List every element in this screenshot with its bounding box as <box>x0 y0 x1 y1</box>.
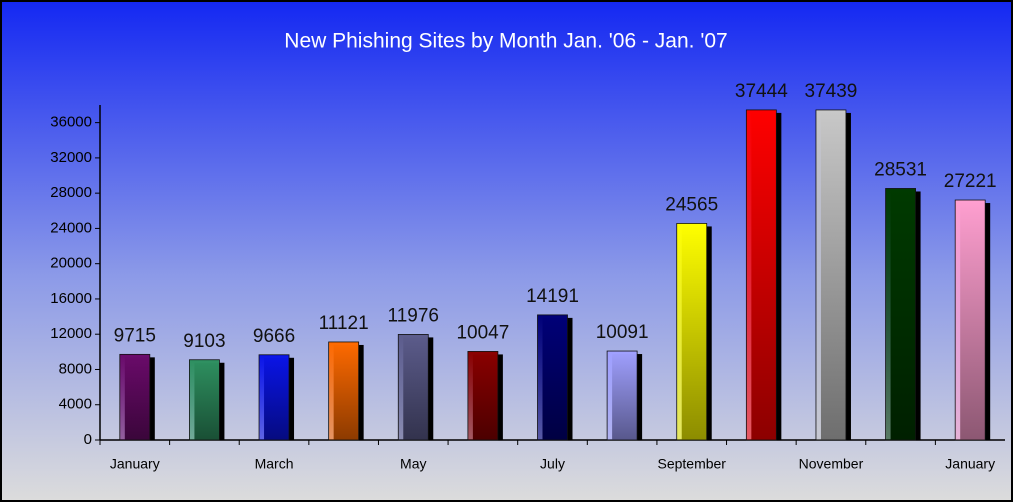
x-tick-label: September <box>657 456 726 472</box>
y-tick-label: 0 <box>84 431 92 448</box>
bar <box>885 188 916 441</box>
value-label: 9715 <box>114 325 156 346</box>
x-tick-label: May <box>400 456 426 472</box>
bar <box>815 109 847 441</box>
x-tick-label: March <box>255 456 294 472</box>
value-label: 9666 <box>253 326 295 347</box>
bar <box>258 354 290 441</box>
bar <box>606 350 638 441</box>
value-label: 11976 <box>388 305 439 326</box>
value-label: 24565 <box>665 194 718 215</box>
y-tick-label: 32000 <box>50 149 92 166</box>
y-tick-label: 16000 <box>50 290 92 307</box>
chart-title: New Phishing Sites by Month Jan. '06 - J… <box>284 30 727 53</box>
value-label: 37439 <box>805 81 858 102</box>
value-label: 11121 <box>319 313 369 334</box>
value-label: 27221 <box>944 171 997 192</box>
value-label: 10047 <box>456 322 509 343</box>
y-tick-label: 24000 <box>50 219 92 236</box>
x-tick-label: July <box>540 456 565 472</box>
bar <box>745 109 777 441</box>
y-tick-label: 28000 <box>50 184 92 201</box>
value-label: 14191 <box>526 286 579 307</box>
bar <box>537 314 568 441</box>
x-tick-label: January <box>110 456 160 472</box>
value-label: 28531 <box>874 159 927 180</box>
x-tick-label: January <box>945 456 995 472</box>
y-tick-label: 36000 <box>50 114 92 131</box>
value-label: 37444 <box>735 81 788 102</box>
y-tick-label: 20000 <box>50 255 92 272</box>
bar <box>328 341 360 441</box>
bar <box>954 199 986 441</box>
bar <box>119 353 151 441</box>
bar <box>467 351 499 441</box>
x-tick-label: November <box>799 456 864 472</box>
bar <box>397 334 429 441</box>
value-label: 10091 <box>596 322 649 343</box>
bar <box>189 359 220 441</box>
y-tick-label: 4000 <box>59 396 92 413</box>
y-tick-label: 12000 <box>50 325 92 342</box>
bar <box>676 223 708 441</box>
y-tick-label: 8000 <box>59 360 92 377</box>
value-label: 9103 <box>183 331 225 352</box>
